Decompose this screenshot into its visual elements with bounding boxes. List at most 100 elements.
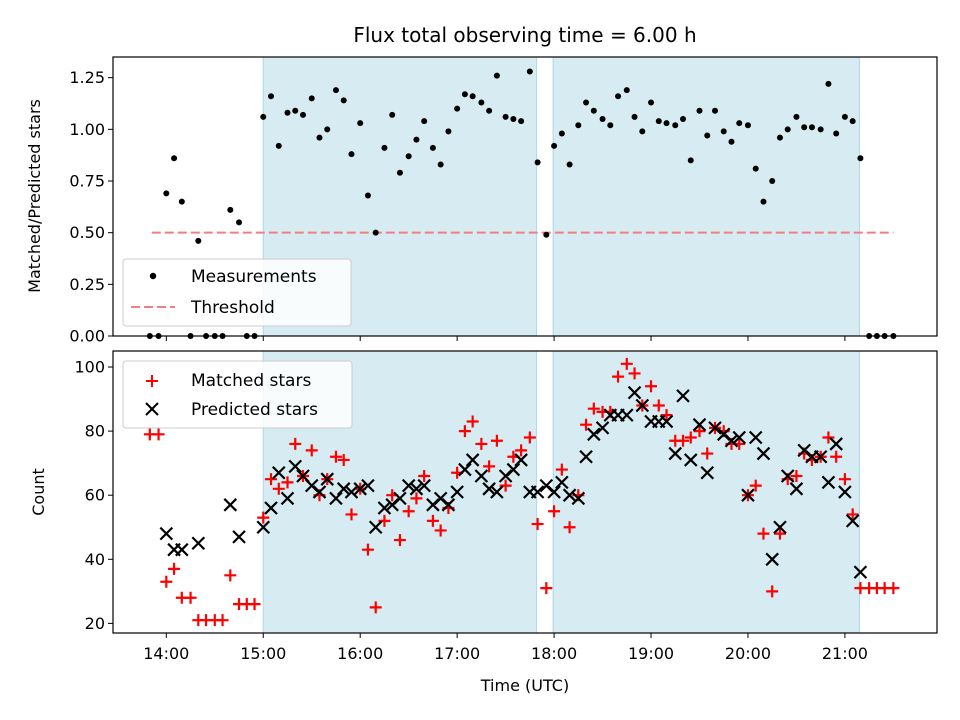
measurement-point (808, 124, 815, 131)
matched-star-point (563, 521, 576, 534)
measurement-point (639, 128, 646, 135)
top-y-axis: 0.00 0.25 0.50 0.75 1.00 1.25 (69, 68, 113, 346)
measurement-point (687, 157, 694, 164)
predicted-star-point (482, 482, 496, 496)
x-tick-label: 21:00 (822, 644, 868, 663)
measurement-point (663, 120, 670, 127)
x-axis-label: Time (UTC) (480, 676, 569, 695)
measurement-point (607, 122, 614, 129)
measurement-point (736, 120, 743, 127)
predicted-star-point (368, 520, 383, 535)
predicted-star-point (320, 472, 335, 486)
matched-star-point (620, 357, 633, 370)
measurement-point (171, 155, 178, 162)
predicted-star-point (393, 491, 407, 506)
predicted-star-point (401, 478, 416, 493)
matched-star-point (677, 434, 690, 447)
measurement-point (648, 99, 655, 106)
bottom-x-axis: 14:00 15:00 16:00 17:00 18:00 19:00 20:00 21:00 (143, 633, 868, 663)
matched-star-point (160, 575, 173, 588)
matched-star-point (345, 508, 358, 521)
predicted-star-point (724, 433, 739, 448)
bottom-legend-box (122, 360, 353, 429)
measurement-point (518, 118, 525, 125)
predicted-star-point (668, 446, 683, 461)
measurement-point (841, 113, 848, 120)
predicted-star-point (458, 462, 472, 477)
measurement-point (615, 93, 622, 100)
predicted-star-point (474, 469, 489, 483)
measurement-point (825, 80, 832, 87)
y-tick-label: 60 (85, 486, 105, 505)
x-tick-label: 18:00 (531, 644, 577, 663)
measurement-point (849, 118, 856, 125)
matched-star-point (475, 437, 488, 450)
legend-marker-measurements (149, 272, 157, 280)
measurement-point (357, 120, 364, 127)
measurement-point (599, 116, 606, 122)
y-tick-label: 20 (85, 614, 105, 633)
predicted-star-point (506, 462, 521, 477)
predicted-star-point (175, 542, 189, 557)
predicted-star-point (748, 430, 763, 445)
measurement-point (575, 122, 582, 129)
predicted-star-point (741, 488, 755, 502)
matched-star-point (466, 415, 479, 428)
predicted-star-point (571, 491, 586, 506)
predicted-star-point (595, 421, 610, 435)
predicted-star-point (845, 514, 860, 528)
matched-star-point (272, 482, 285, 495)
measurement-point (332, 87, 339, 94)
predicted-star-point (465, 453, 480, 467)
measurement-point (526, 68, 533, 75)
matched-star-point (305, 444, 318, 457)
top-legend-box (122, 258, 352, 327)
predicted-star-point (813, 449, 828, 464)
predicted-star-point (514, 453, 528, 467)
measurement-point (421, 118, 428, 125)
x-tick-label: 16:00 (337, 644, 383, 663)
measurement-point (308, 95, 315, 102)
matched-star-point (830, 450, 843, 463)
shaded-interval (552, 350, 860, 634)
predicted-star-point (417, 478, 431, 493)
matched-star-point (378, 514, 391, 527)
legend-marker-matched (146, 375, 158, 387)
measurement-point (478, 99, 485, 106)
measurement-point (292, 107, 299, 114)
measurement-point (752, 165, 759, 172)
measurement-point (300, 111, 307, 118)
predicted-star-point (312, 485, 327, 499)
predicted-star-point (676, 389, 690, 403)
measurement-point (696, 107, 703, 114)
predicted-star-point (191, 536, 206, 551)
predicted-star-point (838, 485, 852, 499)
matched-star-point (684, 431, 697, 444)
measurement-point (672, 122, 679, 129)
matched-star-point (580, 418, 593, 431)
measurement-point (236, 219, 243, 226)
measurement-point (744, 122, 751, 129)
matched-star-point (184, 591, 197, 604)
matched-star-point (645, 380, 658, 393)
matched-star-point (612, 370, 625, 383)
predicted-star-point (683, 453, 698, 467)
bottom-panel: 20 40 60 80 100 14:00 15:00 16:00 17:00 18:00 19:… (29, 350, 938, 695)
predicted-star-point (627, 385, 642, 400)
matched-star-point (523, 431, 536, 444)
measurement-point (704, 132, 711, 139)
matched-star-point (548, 505, 561, 518)
predicted-star-point (692, 417, 707, 432)
matched-star-point (337, 453, 350, 466)
measurement-point (543, 231, 550, 238)
x-tick-label: 17:00 (434, 644, 480, 663)
matched-star-point (369, 601, 382, 614)
measurement-point (769, 178, 776, 184)
bottom-y-axis-label: Count (29, 468, 48, 516)
predicted-star-point (659, 414, 674, 429)
measurement-point (227, 206, 234, 213)
predicted-star-point (829, 437, 843, 451)
measurement-point (784, 126, 791, 133)
matched-star-point (224, 569, 237, 582)
